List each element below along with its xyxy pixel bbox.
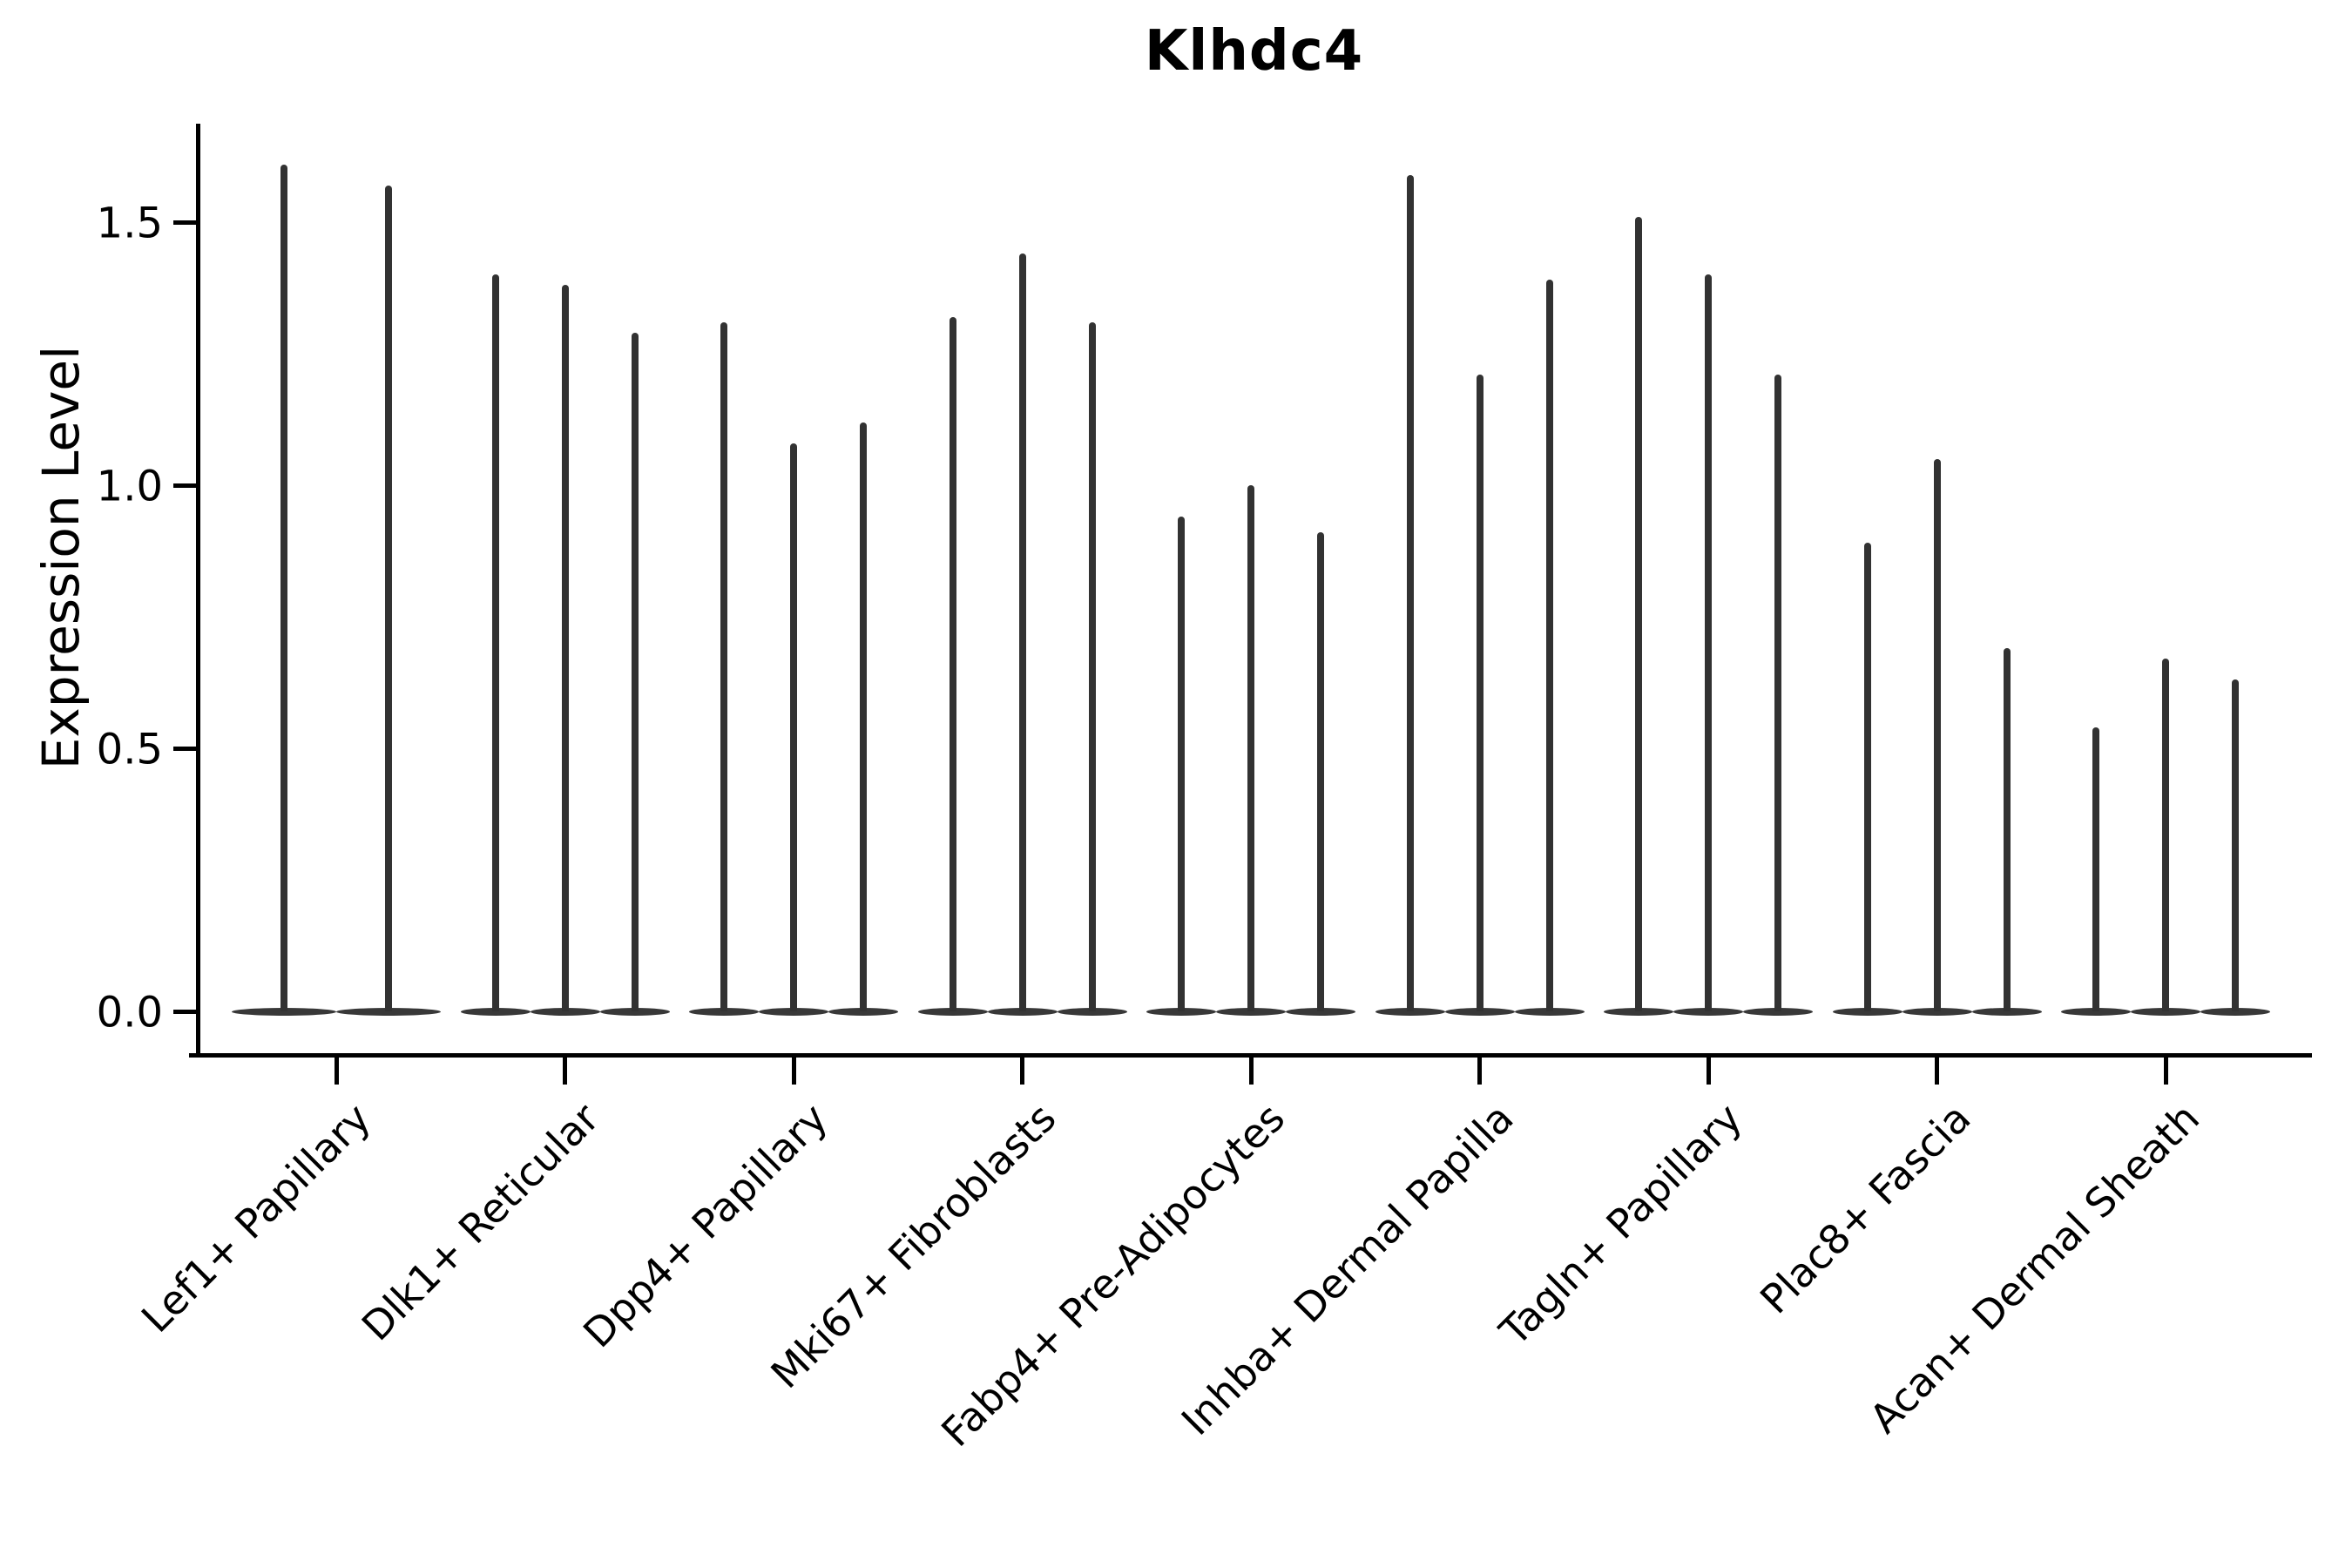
violin-spike bbox=[1178, 517, 1185, 1011]
x-tick-mark bbox=[2163, 1053, 2168, 1085]
violin-baseline bbox=[1971, 1007, 2042, 1016]
y-tick-mark bbox=[173, 1010, 198, 1014]
violin-spike bbox=[720, 321, 727, 1011]
violin-spike bbox=[1088, 321, 1096, 1011]
violin-baseline bbox=[1673, 1007, 1743, 1016]
violin-spike bbox=[1247, 485, 1254, 1011]
violin-baseline bbox=[689, 1007, 759, 1016]
x-tick-mark bbox=[1248, 1053, 1254, 1085]
violin-spike bbox=[1476, 375, 1484, 1011]
violin-spike bbox=[1317, 532, 1324, 1011]
violin-spike bbox=[385, 185, 392, 1011]
violin-baseline bbox=[917, 1007, 988, 1016]
violin-spike bbox=[1863, 543, 1871, 1011]
violin-baseline bbox=[828, 1007, 898, 1016]
x-tick-mark bbox=[334, 1053, 339, 1085]
violin-baseline bbox=[1146, 1007, 1216, 1016]
violin-baseline bbox=[759, 1007, 828, 1016]
violin-spike bbox=[1545, 280, 1553, 1011]
violin-baseline bbox=[1286, 1007, 1355, 1016]
violin-baseline bbox=[336, 1007, 441, 1016]
violin-baseline bbox=[1604, 1007, 1673, 1016]
y-tick-label: 1.0 bbox=[96, 462, 163, 511]
violin-baseline bbox=[1216, 1007, 1286, 1016]
y-tick-label: 0.0 bbox=[96, 988, 163, 1037]
violin-spike bbox=[860, 422, 867, 1011]
x-tick-label: Tagln+ Papillary bbox=[1490, 1094, 1752, 1355]
violin-baseline bbox=[1514, 1007, 1585, 1016]
violin-spike bbox=[2092, 727, 2099, 1011]
violin-spike bbox=[1705, 274, 1712, 1011]
violin-baseline bbox=[1057, 1007, 1127, 1016]
x-tick-mark bbox=[791, 1053, 796, 1085]
violin-baseline bbox=[1444, 1007, 1515, 1016]
x-tick-mark bbox=[1020, 1053, 1024, 1085]
violin-baseline bbox=[1902, 1007, 1972, 1016]
violin-spike bbox=[491, 274, 499, 1011]
y-tick-mark bbox=[173, 220, 198, 225]
violin-spike bbox=[2162, 659, 2169, 1011]
violin-spike bbox=[2003, 648, 2011, 1011]
violin-spike bbox=[631, 332, 639, 1011]
x-tick-mark bbox=[1706, 1053, 1711, 1085]
violin-baseline bbox=[460, 1007, 531, 1016]
y-tick-label: 0.5 bbox=[96, 725, 163, 774]
violin-spike bbox=[280, 164, 287, 1011]
violin-spike bbox=[1635, 216, 1642, 1011]
violin-spike bbox=[949, 316, 956, 1011]
violin-baseline bbox=[2061, 1007, 2131, 1016]
violin-baseline bbox=[232, 1007, 336, 1016]
violin-baseline bbox=[1375, 1007, 1445, 1016]
violin-spike bbox=[1774, 375, 1781, 1011]
y-tick-label: 1.5 bbox=[96, 199, 163, 248]
violin-spike bbox=[790, 443, 797, 1011]
violin-spike bbox=[2232, 679, 2239, 1011]
x-tick-mark bbox=[1935, 1053, 1939, 1085]
violin-baseline bbox=[1832, 1007, 1903, 1016]
violin-baseline bbox=[2131, 1007, 2200, 1016]
violin-baseline bbox=[530, 1007, 600, 1016]
violin-baseline bbox=[599, 1007, 670, 1016]
x-tick-mark bbox=[563, 1053, 567, 1085]
x-tick-label: Dpp4+ Papillary bbox=[574, 1094, 837, 1357]
y-axis-spine bbox=[196, 124, 200, 1058]
violin-baseline bbox=[1743, 1007, 1813, 1016]
violin-spike bbox=[1933, 458, 1941, 1011]
x-tick-label: Dlk1+ Reticular bbox=[352, 1094, 608, 1350]
violin-spike bbox=[1018, 253, 1026, 1011]
violin-baseline bbox=[2200, 1007, 2270, 1016]
x-tick-label: Plac8+ Fascia bbox=[1751, 1094, 1980, 1323]
y-tick-mark bbox=[173, 747, 198, 751]
x-tick-label: Lef1+ Papillary bbox=[132, 1094, 380, 1342]
violin-baseline bbox=[987, 1007, 1058, 1016]
y-axis-label: Expression Level bbox=[31, 345, 91, 770]
violin-spike bbox=[561, 285, 569, 1011]
plot-title: Klhdc4 bbox=[1144, 19, 1364, 84]
x-tick-mark bbox=[1477, 1053, 1482, 1085]
violin-spike bbox=[1406, 174, 1414, 1011]
y-tick-mark bbox=[173, 483, 198, 488]
